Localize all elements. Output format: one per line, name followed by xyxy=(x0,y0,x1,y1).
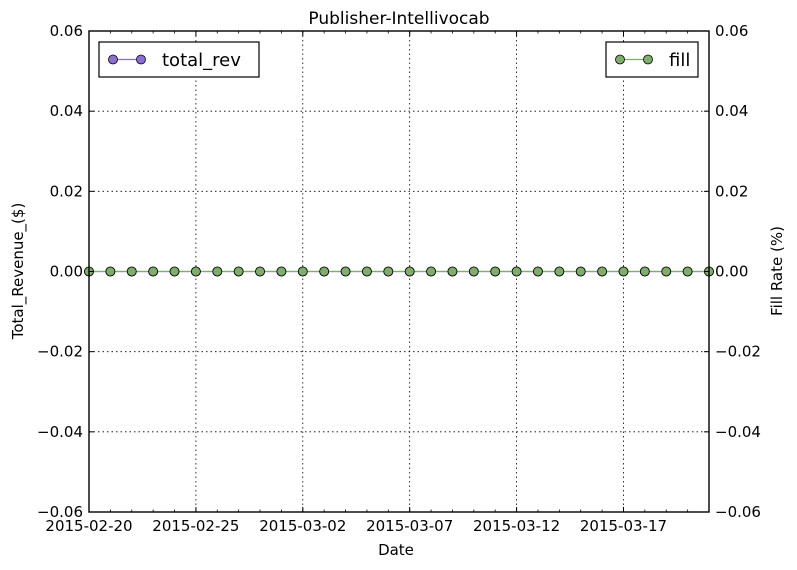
data-point-fill xyxy=(661,266,672,277)
data-point-fill xyxy=(533,266,543,277)
y-left-tick-label: 0.02 xyxy=(50,182,83,200)
y-right-axis-label: Fill Rate (%) xyxy=(768,226,786,316)
data-point-fill xyxy=(255,266,265,277)
legend-total-rev: total_rev xyxy=(98,41,260,78)
x-axis-label: Date xyxy=(378,541,414,559)
chart-title: Publisher-Intellivocab xyxy=(308,9,489,29)
y-right-tick-label: 0.00 xyxy=(715,263,748,281)
legend-fill-marker xyxy=(643,54,653,65)
y-left-tick-label: −0.02 xyxy=(37,343,83,361)
y-left-axis-label: Total_Revenue_($) xyxy=(9,203,28,341)
data-point-fill xyxy=(468,266,479,277)
grid-lines xyxy=(89,31,709,512)
y-right-tick-label: 0.06 xyxy=(715,22,748,40)
y-left-tick-label: −0.04 xyxy=(37,423,83,441)
legend-total-rev-marker xyxy=(136,54,146,65)
legend-fill: fill xyxy=(605,41,699,78)
y-left-tick-labels: 0.06 0.04 0.02 0.00 −0.02 −0.04 −0.06 xyxy=(37,22,83,521)
y-right-tick-label: 0.04 xyxy=(715,102,748,120)
data-point-fill xyxy=(597,266,608,277)
data-point-fill xyxy=(276,266,287,277)
data-point-fill xyxy=(169,266,180,277)
y-right-tick-label: −0.06 xyxy=(715,503,761,521)
y-right-tick-label: −0.04 xyxy=(715,423,761,441)
data-point-fill xyxy=(554,266,565,277)
x-tick-label: 2015-03-07 xyxy=(366,517,453,535)
legend-total-rev-label: total_rev xyxy=(162,50,241,71)
data-point-fill xyxy=(426,266,436,277)
y-left-tick-label: 0.04 xyxy=(50,102,83,120)
y-right-tick-labels: 0.06 0.04 0.02 0.00 −0.02 −0.04 −0.06 xyxy=(715,22,761,521)
data-point-fill xyxy=(682,266,693,277)
data-point-fill xyxy=(447,266,458,277)
y-right-tick-label: 0.02 xyxy=(715,182,748,200)
data-point-fill xyxy=(340,266,351,277)
data-point-fill xyxy=(404,266,415,277)
y-left-tick-label: −0.06 xyxy=(37,503,83,521)
data-point-fill xyxy=(362,266,372,277)
data-point-fill xyxy=(126,266,137,277)
legend-fill-marker xyxy=(615,54,625,65)
axis-ticks xyxy=(88,30,710,513)
series-points xyxy=(84,266,714,277)
data-point-fill xyxy=(148,266,159,277)
x-tick-labels: 2015-02-20 2015-02-25 2015-03-02 2015-03-07… xyxy=(45,517,667,535)
data-point-fill xyxy=(105,266,116,277)
data-point-fill xyxy=(511,266,522,277)
x-tick-label: 2015-03-02 xyxy=(259,517,346,535)
data-point-fill xyxy=(383,266,394,277)
x-tick-label: 2015-02-25 xyxy=(152,517,239,535)
y-left-tick-label: 0.06 xyxy=(50,22,83,40)
data-point-fill xyxy=(618,266,629,277)
x-tick-label: 2015-03-17 xyxy=(580,517,667,535)
data-point-fill xyxy=(319,266,330,277)
data-point-fill xyxy=(212,266,223,277)
data-point-fill xyxy=(190,266,201,277)
legend-fill-label: fill xyxy=(669,50,690,71)
data-point-fill xyxy=(297,266,308,277)
data-point-fill xyxy=(233,266,244,277)
y-left-tick-label: 0.00 xyxy=(50,263,83,281)
x-tick-label: 2015-02-20 xyxy=(45,517,132,535)
data-point-fill xyxy=(575,266,586,277)
data-point-fill xyxy=(639,266,650,277)
legend-total-rev-marker xyxy=(108,54,118,65)
x-tick-label: 2015-03-12 xyxy=(473,517,560,535)
y-right-tick-label: −0.02 xyxy=(715,343,761,361)
data-point-fill xyxy=(490,266,501,277)
